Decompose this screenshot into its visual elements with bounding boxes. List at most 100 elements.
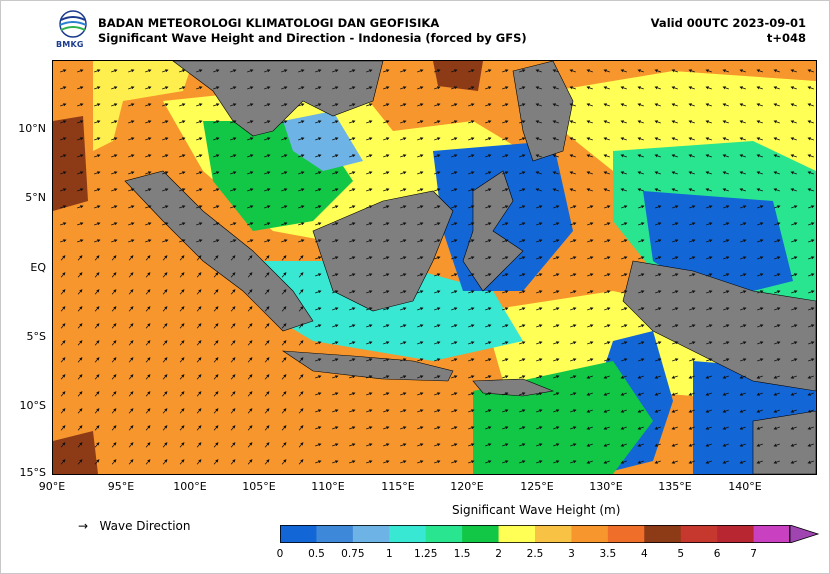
- wave-arrow: [757, 324, 764, 328]
- wave-arrow: [807, 426, 814, 430]
- wave-arrow: [519, 205, 526, 209]
- wave-arrow: [77, 459, 83, 465]
- wave-arrow: [723, 290, 730, 294]
- wave-arrow: [315, 154, 322, 158]
- wave-arrow: [637, 154, 644, 158]
- wave-arrow: [383, 222, 390, 226]
- wave-arrow: [773, 392, 780, 396]
- wave-arrow: [791, 307, 798, 311]
- wave-arrow: [519, 392, 526, 396]
- wave-arrow: [264, 154, 271, 158]
- wave-arrow: [569, 86, 576, 90]
- wave-arrow: [536, 341, 543, 345]
- wave-arrow: [451, 69, 458, 73]
- wave-arrow: [60, 154, 67, 158]
- wave-arrow: [468, 154, 475, 158]
- wave-arrow: [689, 273, 696, 277]
- wave-arrow: [349, 324, 356, 328]
- wave-arrow: [637, 443, 644, 447]
- wave-arrow: [247, 171, 254, 175]
- wave-arrow: [281, 425, 287, 431]
- wave-arrow: [298, 442, 304, 448]
- wave-arrow: [230, 171, 237, 175]
- wave-arrow: [264, 205, 271, 209]
- wave-arrow: [706, 239, 713, 243]
- wave-arrow: [468, 137, 475, 141]
- wave-arrow: [400, 273, 407, 277]
- colorbar-cell: [280, 525, 317, 543]
- wave-arrow: [807, 171, 814, 175]
- wave-arrow: [570, 222, 577, 226]
- wave-arrow: [77, 222, 84, 226]
- wave-arrow: [247, 154, 254, 158]
- wave-arrow: [400, 205, 407, 209]
- wave-arrow: [111, 323, 117, 329]
- wave-arrow: [213, 340, 219, 346]
- wave-arrow: [349, 358, 356, 362]
- wave-arrow: [247, 289, 253, 295]
- colorbar-tick-label: 1: [385, 548, 393, 560]
- wave-arrow: [586, 137, 593, 141]
- wave-arrow: [756, 392, 763, 396]
- wave-arrow: [213, 103, 220, 107]
- wave-arrow: [519, 120, 526, 124]
- wave-arrow: [162, 408, 168, 414]
- wave-arrow: [111, 425, 117, 431]
- logo-text: BMKG: [56, 40, 84, 49]
- wave-arrow: [688, 375, 695, 379]
- wave-arrow: [603, 69, 610, 73]
- wave-arrow: [179, 103, 186, 107]
- wave-arrow: [620, 392, 627, 396]
- wave-arrow: [94, 222, 101, 226]
- wave-arrow: [298, 425, 304, 431]
- wave-arrow: [298, 255, 304, 261]
- wave-arrow: [162, 374, 168, 380]
- wave-arrow: [502, 273, 509, 277]
- wave-arrow: [196, 408, 202, 414]
- wave-arrow: [281, 154, 288, 158]
- wave-arrow: [654, 443, 661, 447]
- wave-arrow: [145, 272, 151, 278]
- wave-arrow: [162, 357, 168, 363]
- wave-arrow: [688, 188, 695, 192]
- wave-arrow: [535, 188, 542, 192]
- wave-arrow: [722, 375, 729, 379]
- wave-arrow: [434, 256, 441, 260]
- wave-arrow: [689, 341, 696, 345]
- wave-arrow: [434, 222, 441, 226]
- wave-arrow: [230, 425, 236, 431]
- wave-arrow: [434, 205, 441, 209]
- wave-arrow: [502, 307, 509, 311]
- wave-arrow: [705, 154, 712, 158]
- wave-arrow: [434, 103, 441, 107]
- wave-arrow: [111, 340, 117, 346]
- wave-arrow: [196, 289, 202, 295]
- wave-arrow: [637, 375, 644, 379]
- wave-arrow: [485, 324, 492, 328]
- wave-arrow: [603, 392, 610, 396]
- wave-arrow: [94, 340, 100, 346]
- wave-arrow: [213, 137, 220, 141]
- wave-arrow: [298, 357, 304, 363]
- wave-arrow: [553, 307, 560, 311]
- lat-label-eq: EQ: [30, 261, 46, 274]
- wave-arrow: [128, 239, 135, 243]
- wave-arrow: [383, 324, 390, 328]
- wave-arrow: [400, 103, 407, 107]
- wave-arrow: [213, 239, 220, 243]
- wave-arrow: [145, 154, 152, 158]
- wave-arrow: [451, 307, 458, 311]
- wave-arrow: [740, 341, 747, 345]
- wave-arrow: [757, 290, 764, 294]
- wave-arrow: [400, 307, 407, 311]
- wave-arrow: [536, 290, 543, 294]
- wave-arrow: [247, 120, 254, 124]
- wave-arrow: [77, 239, 84, 243]
- wave-arrow: [569, 154, 576, 158]
- wave-arrow: [468, 324, 475, 328]
- wave-arrow: [162, 69, 169, 73]
- wave-arrow: [485, 273, 492, 277]
- wave-arrow: [349, 171, 356, 175]
- wave-arrow: [773, 154, 780, 158]
- wave-arrow: [281, 120, 288, 124]
